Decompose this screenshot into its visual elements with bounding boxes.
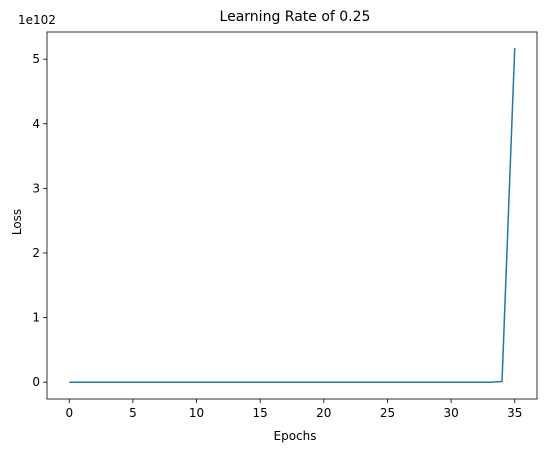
- y-tick-label: 5: [32, 52, 40, 66]
- series-group: [69, 48, 516, 383]
- y-tick-label: 1: [32, 311, 40, 325]
- y-axis: 0 1 2 3 4 5: [32, 52, 47, 389]
- series-line: [69, 48, 516, 383]
- x-axis-label: Epochs: [274, 429, 317, 443]
- y-tick-label: 0: [32, 375, 40, 389]
- plot-frame: [46, 31, 538, 400]
- x-tick-label: 20: [316, 406, 331, 420]
- y-tick-label: 3: [32, 181, 40, 195]
- y-offset-text: 1e102: [18, 13, 56, 27]
- x-tick-label: 30: [443, 406, 458, 420]
- x-tick-label: 10: [189, 406, 204, 420]
- chart-title: Learning Rate of 0.25: [220, 9, 371, 25]
- x-tick-label: 25: [380, 406, 395, 420]
- x-tick-label: 15: [253, 406, 268, 420]
- x-axis: 0 5 10 15 20 25 30 35: [65, 399, 522, 420]
- x-tick-label: 5: [129, 406, 137, 420]
- y-axis-label: Loss: [10, 209, 24, 235]
- x-tick-label: 0: [65, 406, 73, 420]
- x-tick-label: 35: [507, 406, 522, 420]
- y-tick-label: 2: [32, 246, 40, 260]
- y-tick-label: 4: [32, 117, 40, 131]
